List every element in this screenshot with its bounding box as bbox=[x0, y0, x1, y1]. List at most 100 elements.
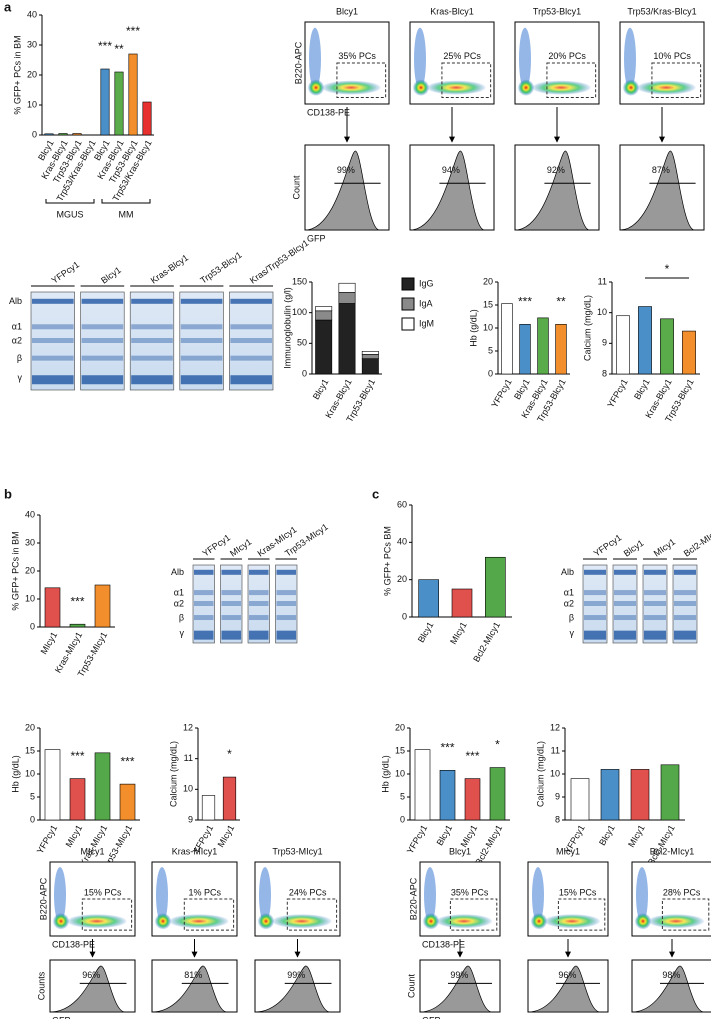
bar bbox=[128, 53, 138, 136]
lane-label: Trp53-Blcy1 bbox=[198, 250, 243, 286]
y-tick-label: 0 bbox=[32, 129, 37, 139]
band-label: α1 bbox=[12, 322, 22, 332]
y-axis-label: % GFP+ PCs in BM bbox=[12, 35, 22, 114]
population bbox=[544, 914, 600, 929]
gel-lane bbox=[582, 564, 608, 644]
bar bbox=[439, 770, 456, 821]
gel-band bbox=[614, 615, 636, 621]
bar bbox=[142, 101, 152, 136]
gel-band bbox=[584, 569, 606, 575]
bar bbox=[570, 778, 590, 821]
y-axis-label: % GFP+ PCs BM bbox=[382, 526, 392, 596]
y-tick-label: 15 bbox=[395, 745, 405, 755]
group-label: MM bbox=[119, 209, 134, 219]
y-axis-label: Calcium (mg/dL) bbox=[168, 741, 178, 807]
y-tick-label: 8 bbox=[555, 814, 560, 824]
population bbox=[648, 914, 704, 929]
gel-band bbox=[614, 569, 636, 575]
histogram-peak bbox=[254, 965, 331, 1013]
hist-gate-label: 96% bbox=[558, 970, 576, 980]
bar bbox=[616, 315, 630, 375]
population bbox=[413, 79, 429, 96]
gel-band bbox=[674, 569, 696, 575]
gel-band bbox=[230, 375, 272, 385]
axis-label: B220-APC bbox=[293, 41, 303, 84]
y-tick-label: 20 bbox=[25, 565, 35, 575]
x-tick-label: Blcy1 bbox=[416, 620, 436, 644]
hist-gate-label: 94% bbox=[442, 165, 460, 175]
y-tick-label: 0 bbox=[30, 621, 35, 631]
gel-band bbox=[230, 324, 272, 330]
gel-band bbox=[674, 590, 696, 596]
y-tick-label: 100 bbox=[292, 307, 307, 317]
gel-band bbox=[221, 630, 241, 640]
bar bbox=[201, 795, 216, 821]
y-tick-label: 15 bbox=[483, 299, 493, 309]
plot-title: MIcy1 bbox=[80, 846, 104, 856]
y-tick-label: 60 bbox=[397, 499, 407, 509]
bar bbox=[69, 778, 86, 821]
gel-band bbox=[180, 298, 223, 304]
axis-label: GFP bbox=[52, 1015, 71, 1019]
plot-title: Kras-Blcy1 bbox=[430, 6, 474, 16]
gel-lane bbox=[612, 564, 638, 644]
population bbox=[424, 867, 436, 924]
gel-lane bbox=[247, 564, 270, 644]
gel-band bbox=[584, 590, 606, 596]
gel-band bbox=[644, 569, 666, 575]
lane-label: YFPcy1 bbox=[592, 532, 624, 558]
gel-band bbox=[194, 630, 214, 640]
gel-band bbox=[221, 569, 241, 575]
hist-gate-label: 98% bbox=[662, 970, 680, 980]
y-tick-label: 12 bbox=[183, 722, 193, 732]
y-tick-label: 30 bbox=[27, 39, 37, 49]
band-label: γ bbox=[18, 373, 23, 383]
lane-label: MIcy1 bbox=[652, 537, 677, 559]
y-tick-label: 10 bbox=[597, 307, 607, 317]
plot-title: Bcl2-MIcy1 bbox=[650, 846, 695, 856]
gel-band bbox=[194, 601, 214, 606]
plot-title: Trp53-Blcy1 bbox=[533, 6, 581, 16]
x-tick-label: MIcy1 bbox=[459, 823, 480, 849]
bar bbox=[58, 133, 68, 136]
axis-label: GFP bbox=[307, 233, 326, 243]
population bbox=[414, 27, 426, 91]
axis-label: CD138-PE bbox=[422, 939, 465, 949]
x-tick-label: YFPcy1 bbox=[605, 377, 629, 409]
gel-band bbox=[221, 601, 241, 606]
bar bbox=[100, 68, 110, 136]
significance: *** bbox=[126, 24, 140, 38]
y-tick-label: 0 bbox=[30, 814, 35, 824]
gel-band bbox=[131, 375, 173, 385]
significance: *** bbox=[465, 749, 479, 763]
legend-label: IgM bbox=[419, 318, 434, 328]
bar bbox=[660, 764, 680, 821]
gel-band bbox=[614, 630, 636, 640]
bar-segment bbox=[361, 354, 379, 359]
y-tick-label: 5 bbox=[30, 791, 35, 801]
axis-label: Count bbox=[291, 175, 301, 200]
gel-band bbox=[194, 569, 214, 575]
gate-label: 28% PCs bbox=[663, 887, 701, 897]
hist-gate-label: 92% bbox=[547, 165, 565, 175]
gate-label: 10% PCs bbox=[653, 51, 691, 61]
significance: ** bbox=[556, 294, 566, 308]
x-tick-label: MIcy1 bbox=[39, 630, 60, 656]
population bbox=[258, 913, 274, 930]
gel-band bbox=[276, 615, 296, 621]
population bbox=[532, 867, 544, 924]
y-tick-label: 5 bbox=[400, 791, 405, 801]
population bbox=[169, 914, 229, 929]
histogram-peak bbox=[631, 965, 705, 1013]
significance: * bbox=[665, 262, 670, 276]
population bbox=[272, 914, 332, 929]
population bbox=[531, 913, 547, 930]
bar bbox=[660, 318, 674, 375]
bar-segment bbox=[338, 282, 356, 293]
gel-lane bbox=[229, 291, 274, 391]
population bbox=[308, 79, 324, 96]
y-tick-label: 10 bbox=[550, 768, 560, 778]
plot-title: Trp53-MIcy1 bbox=[272, 846, 322, 856]
y-tick-label: 0 bbox=[488, 368, 493, 378]
band-label: Alb bbox=[9, 296, 22, 306]
